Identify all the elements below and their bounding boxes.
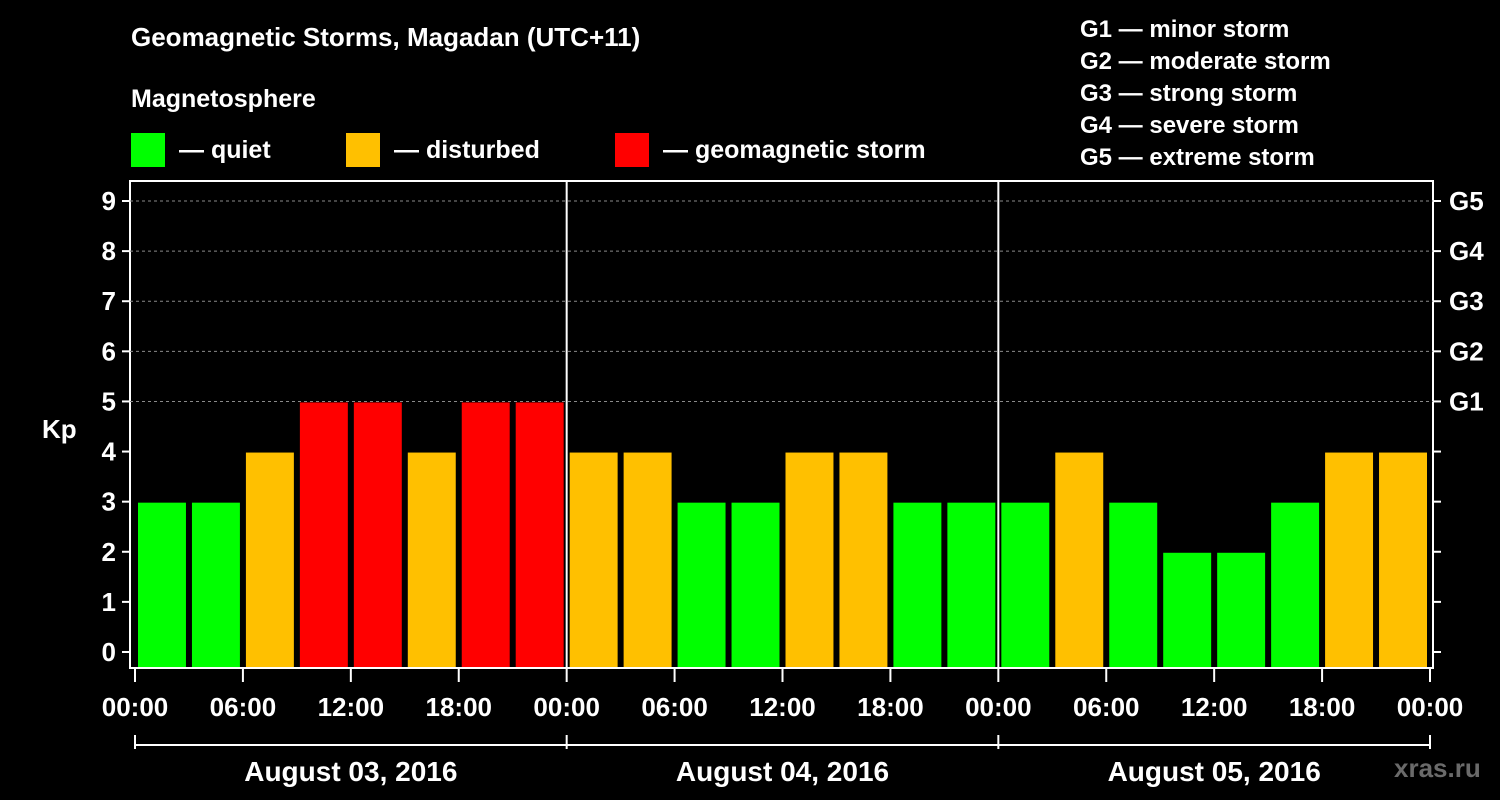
kp-bar <box>1055 452 1104 667</box>
y-tick-label: 3 <box>102 487 116 517</box>
storm-scale-g1: G1 — minor storm <box>1080 16 1290 43</box>
kp-bar <box>1325 452 1374 667</box>
kp-bar <box>1109 502 1158 667</box>
g-level-label: G2 <box>1449 336 1484 366</box>
legend-label-disturbed: — disturbed <box>394 135 540 164</box>
legend-swatch-quiet <box>131 133 165 167</box>
kp-bar <box>893 502 942 667</box>
x-tick-label: 12:00 <box>318 692 385 722</box>
kp-bar <box>1271 502 1320 667</box>
y-tick-label: 6 <box>102 336 116 366</box>
storm-scale-g2: G2 — moderate storm <box>1080 48 1331 75</box>
kp-bar <box>407 452 456 667</box>
storm-scale-g3: G3 — strong storm <box>1080 80 1298 107</box>
kp-bar <box>731 502 780 667</box>
legend-label-quiet: — quiet <box>179 135 271 164</box>
y-tick-label: 7 <box>102 286 116 316</box>
y-tick-label: 2 <box>102 537 116 567</box>
legend-label-storm: — geomagnetic storm <box>663 135 926 164</box>
x-tick-label: 18:00 <box>426 692 493 722</box>
y-axis-label: Kp <box>42 414 77 444</box>
day-label: August 05, 2016 <box>1108 756 1321 787</box>
kp-bar <box>191 502 240 667</box>
x-tick-label: 18:00 <box>1289 692 1356 722</box>
x-tick-label: 12:00 <box>749 692 816 722</box>
kp-bar <box>839 452 888 667</box>
kp-bar <box>299 402 348 667</box>
x-tick-label: 06:00 <box>210 692 277 722</box>
y-tick-label: 1 <box>102 587 116 617</box>
y-tick-label: 8 <box>102 236 116 266</box>
kp-bar <box>138 502 186 667</box>
g-level-label: G4 <box>1449 236 1484 266</box>
legend-swatch-disturbed <box>346 133 380 167</box>
y-tick-label: 9 <box>102 186 116 216</box>
x-tick-label: 00:00 <box>1397 692 1464 722</box>
kp-bar <box>569 452 618 667</box>
x-tick-label: 06:00 <box>1073 692 1140 722</box>
kp-bar <box>1217 552 1266 667</box>
x-tick-label: 00:00 <box>965 692 1032 722</box>
kp-bar <box>515 402 564 667</box>
g-level-label: G5 <box>1449 186 1484 216</box>
chart-title: Geomagnetic Storms, Magadan (UTC+11) <box>131 22 641 52</box>
y-tick-label: 0 <box>102 637 116 667</box>
y-tick-label: 4 <box>102 437 117 467</box>
storm-scale-legend: G1 — minor storm G2 — moderate storm G3 … <box>1080 14 1331 174</box>
legend-item-disturbed: — disturbed <box>346 133 540 167</box>
x-tick-label: 06:00 <box>641 692 708 722</box>
kp-bar <box>245 452 294 667</box>
x-tick-label: 00:00 <box>533 692 600 722</box>
legend-swatch-storm <box>615 133 649 167</box>
kp-bar <box>1379 452 1427 667</box>
kp-bar <box>785 452 834 667</box>
kp-bar <box>1163 552 1212 667</box>
kp-bar <box>623 452 672 667</box>
kp-bar <box>1001 502 1050 667</box>
x-tick-label: 18:00 <box>857 692 924 722</box>
storm-scale-g4: G4 — severe storm <box>1080 112 1299 139</box>
legend-item-quiet: — quiet <box>131 133 271 167</box>
x-tick-label: 12:00 <box>1181 692 1248 722</box>
kp-bar <box>353 402 402 667</box>
day-label: August 03, 2016 <box>244 756 457 787</box>
kp-bar <box>461 402 510 667</box>
kp-bar <box>677 502 726 667</box>
day-label: August 04, 2016 <box>676 756 889 787</box>
storm-scale-g5: G5 — extreme storm <box>1080 144 1315 171</box>
g-level-label: G1 <box>1449 386 1484 416</box>
watermark: xras.ru <box>1394 753 1481 783</box>
g-level-label: G3 <box>1449 286 1484 316</box>
legend-heading: Magnetosphere <box>131 85 316 113</box>
x-tick-label: 00:00 <box>102 692 169 722</box>
kp-bar <box>947 502 996 667</box>
y-tick-label: 5 <box>102 386 116 416</box>
legend-item-storm: — geomagnetic storm <box>615 133 926 167</box>
